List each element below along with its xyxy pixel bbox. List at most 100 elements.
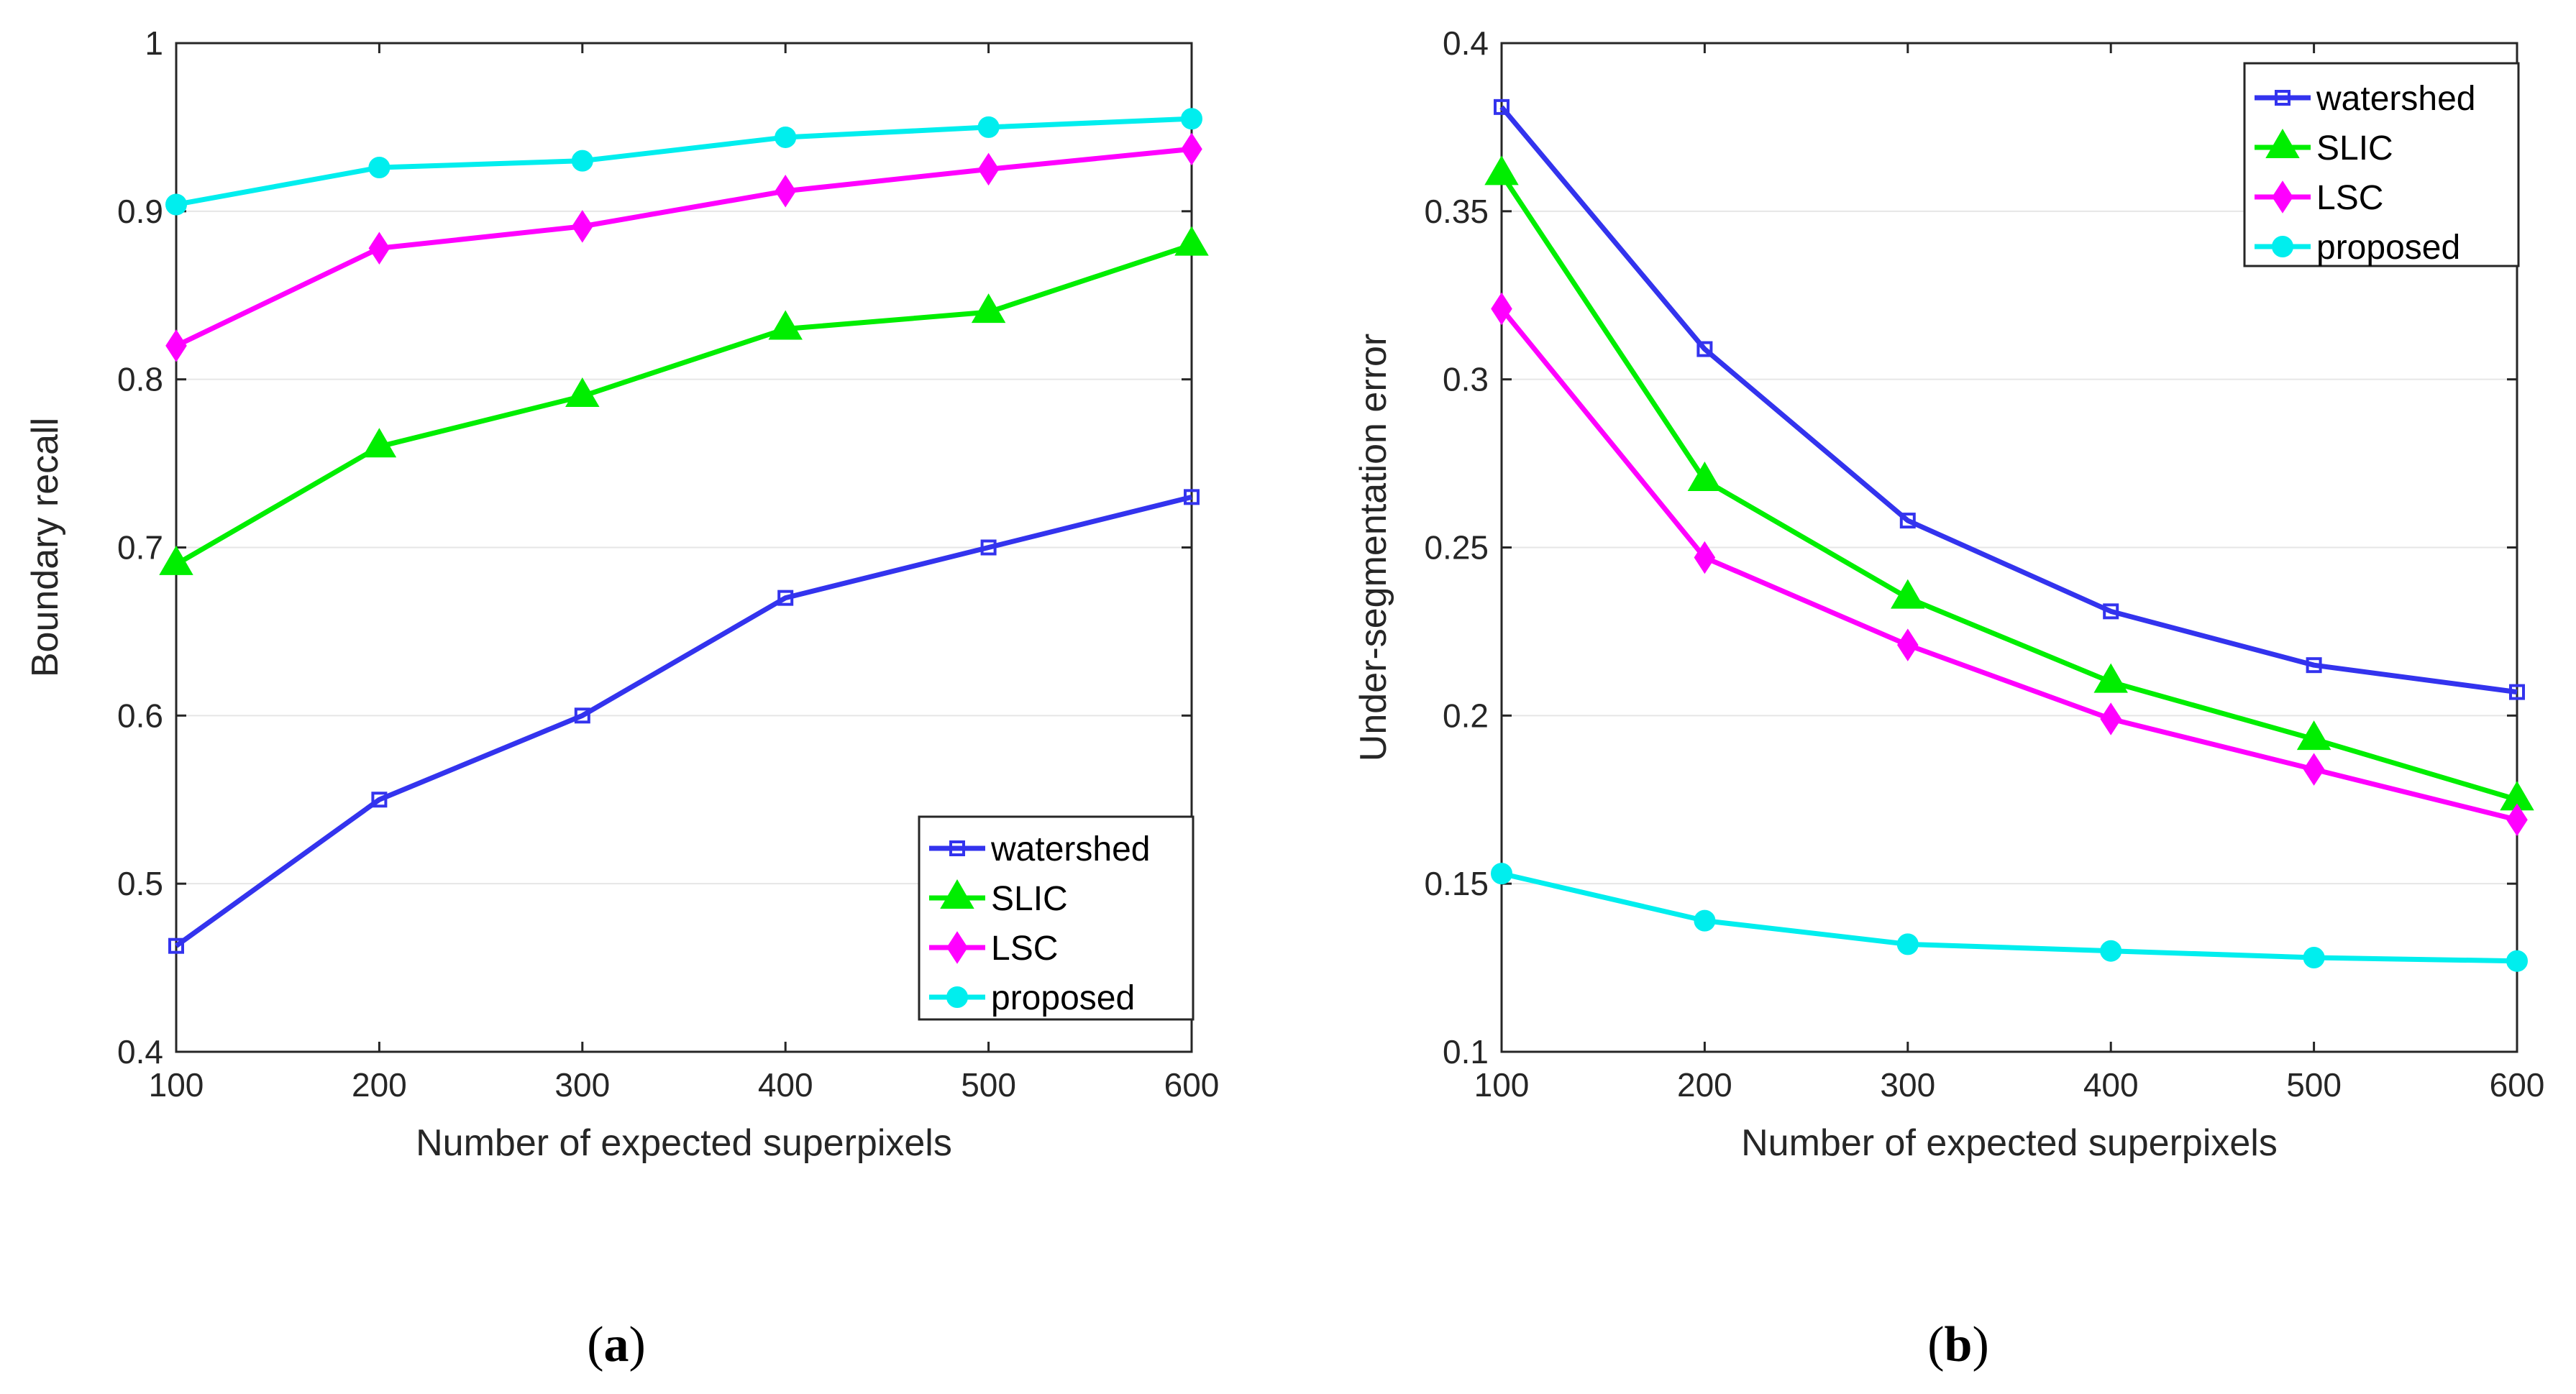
panel-b-xtick-label: 600 — [2490, 1066, 2545, 1104]
panel-b-legend-label: LSC — [2316, 179, 2383, 217]
panel-a-data-point — [980, 539, 997, 556]
panel-a-data-point — [571, 150, 593, 172]
panel-a-data-point — [168, 937, 184, 954]
panel-b-data-point — [2509, 684, 2525, 700]
panel-b-data-point — [1491, 292, 1512, 326]
panel-a-x-axis-label: Number of expected superpixels — [416, 1122, 952, 1164]
panel-b-data-point — [2306, 657, 2322, 674]
panel-b-data-point — [1696, 341, 1713, 357]
panel-a-series-lsc — [165, 132, 1202, 362]
panel-b-x-axis-label: Number of expected superpixels — [1741, 1122, 2278, 1164]
panel-b-series-proposed — [1491, 863, 2528, 972]
panel-a-data-point — [775, 126, 797, 148]
chart-panel-a: 0.4 0.5 0.6 0.7 0.8 0.9 1 100 200 300 400 500 600 Num… — [24, 24, 1219, 1164]
panel-a-data-point — [971, 293, 1006, 324]
panel-a-series-slic — [159, 226, 1209, 575]
panel-a-legend-marker — [946, 931, 968, 964]
panel-a-series-line — [174, 494, 1192, 948]
chart-panel-b: 0.1 0.15 0.2 0.25 0.3 0.35 0.4 100 200 300 400 500 6… — [1353, 24, 2544, 1164]
panel-a-ytick-label: 0.4 — [117, 1033, 163, 1070]
panel-a-data-point — [165, 329, 187, 362]
panel-b-legend-item-proposed: proposed — [2255, 229, 2460, 267]
panel-a-xtick-label: 100 — [149, 1066, 204, 1104]
panel-b-data-point — [2093, 663, 2128, 693]
panel-a-ytick-label: 0.5 — [117, 865, 163, 902]
panel-b-legend: watershed SLIC LSC proposed — [2243, 62, 2520, 267]
panel-a-data-point — [368, 157, 390, 179]
panel-b-data-point — [2100, 702, 2121, 735]
panel-a-legend: watershed SLIC LSC proposed — [918, 815, 1195, 1021]
panel-b-xtick-label: 300 — [1880, 1066, 1935, 1104]
panel-a-legend-item-proposed: proposed — [929, 979, 1135, 1017]
panel-b-data-point — [1899, 513, 1916, 529]
panel-b-series-line — [1499, 173, 2518, 802]
panel-b-series-slic — [1484, 155, 2534, 811]
panel-b-legend-item-lsc: LSC — [2255, 179, 2383, 217]
panel-b-legend-label: SLIC — [2316, 129, 2393, 168]
panel-b-data-point — [1694, 541, 1716, 574]
panel-b-data-point — [2303, 947, 2325, 969]
panel-a-series-proposed — [165, 108, 1202, 216]
panel-b-data-point — [1494, 98, 1509, 115]
panel-a-series-line — [175, 242, 1193, 567]
panel-a-data-point — [1181, 108, 1202, 130]
panel-b-data-point — [2103, 603, 2119, 620]
panel-b-legend-marker — [2272, 236, 2293, 257]
panel-b-data-point — [1897, 628, 1919, 661]
panel-a-legend-item-slic: SLIC — [929, 879, 1068, 918]
panel-b-ytick-label: 0.4 — [1443, 24, 1489, 62]
panel-a-data-point — [159, 545, 193, 575]
panel-b-data-point — [1891, 579, 1925, 609]
panel-a-legend-label: LSC — [991, 930, 1058, 968]
panel-a-data-point — [371, 792, 388, 808]
panel-a-data-point — [977, 152, 1000, 186]
panel-a-ytick-label: 1 — [145, 24, 163, 62]
panel-b-data-point — [1896, 933, 1919, 955]
panel-a-xtick-label: 300 — [554, 1066, 610, 1104]
panel-a-legend-item-watershed: watershed — [929, 830, 1150, 868]
panel-b-legend-marker — [2272, 180, 2293, 214]
panel-b-legend-item-watershed: watershed — [2255, 80, 2475, 118]
panel-a-series-line — [175, 146, 1192, 349]
caption-b-letter: b — [1945, 1317, 1973, 1372]
panel-b-legend-marker — [2275, 90, 2290, 106]
panel-a-data-point — [1181, 132, 1202, 166]
panel-a-xtick-label: 500 — [961, 1066, 1016, 1104]
panel-a-y-axis-label: Boundary recall — [24, 418, 66, 677]
panel-b-legend-label: proposed — [2316, 229, 2460, 267]
panel-b-data-point — [1687, 461, 1722, 491]
panel-a-data-point — [1174, 226, 1209, 256]
panel-b-data-point — [2506, 803, 2528, 837]
panel-a-legend-label: proposed — [991, 979, 1135, 1017]
panel-a-legend-marker — [940, 879, 974, 909]
panel-b-series-line — [1499, 307, 2518, 822]
panel-b-series-line — [1499, 105, 2518, 695]
panel-b-ytick-label: 0.2 — [1443, 697, 1489, 734]
panel-b-ytick-label: 0.3 — [1443, 361, 1489, 398]
panel-a-data-point — [165, 193, 187, 216]
panel-a-data-point — [362, 428, 397, 458]
panel-a-xtick-label: 400 — [758, 1066, 813, 1104]
panel-a-data-point — [574, 707, 590, 724]
panel-b-ytick-label: 0.35 — [1424, 193, 1489, 230]
panel-b-xtick-label: 500 — [2286, 1066, 2342, 1104]
panel-b-data-point — [2506, 950, 2528, 972]
panel-b-data-point — [1484, 155, 1519, 185]
panel-a-series-line — [175, 116, 1192, 207]
panel-a-xtick-label: 200 — [352, 1066, 407, 1104]
panel-a-legend-item-lsc: LSC — [929, 930, 1058, 968]
panel-b-legend-item-slic: SLIC — [2255, 129, 2393, 168]
panel-a-ytick-label: 0.9 — [117, 193, 163, 230]
panel-b-ytick-label: 0.25 — [1424, 529, 1489, 567]
panel-a-legend-marker — [946, 986, 968, 1008]
panel-a-data-point — [775, 175, 796, 208]
panel-a-data-point — [565, 377, 600, 408]
caption-a-letter: a — [604, 1317, 629, 1372]
caption-a: (a) — [587, 1317, 646, 1372]
panel-a-data-point — [977, 116, 1000, 138]
panel-a-ytick-label: 0.6 — [117, 697, 163, 734]
caption-b: (b) — [1927, 1317, 1989, 1372]
panel-b-data-point — [2100, 940, 2122, 962]
panel-a-data-point — [368, 231, 390, 265]
